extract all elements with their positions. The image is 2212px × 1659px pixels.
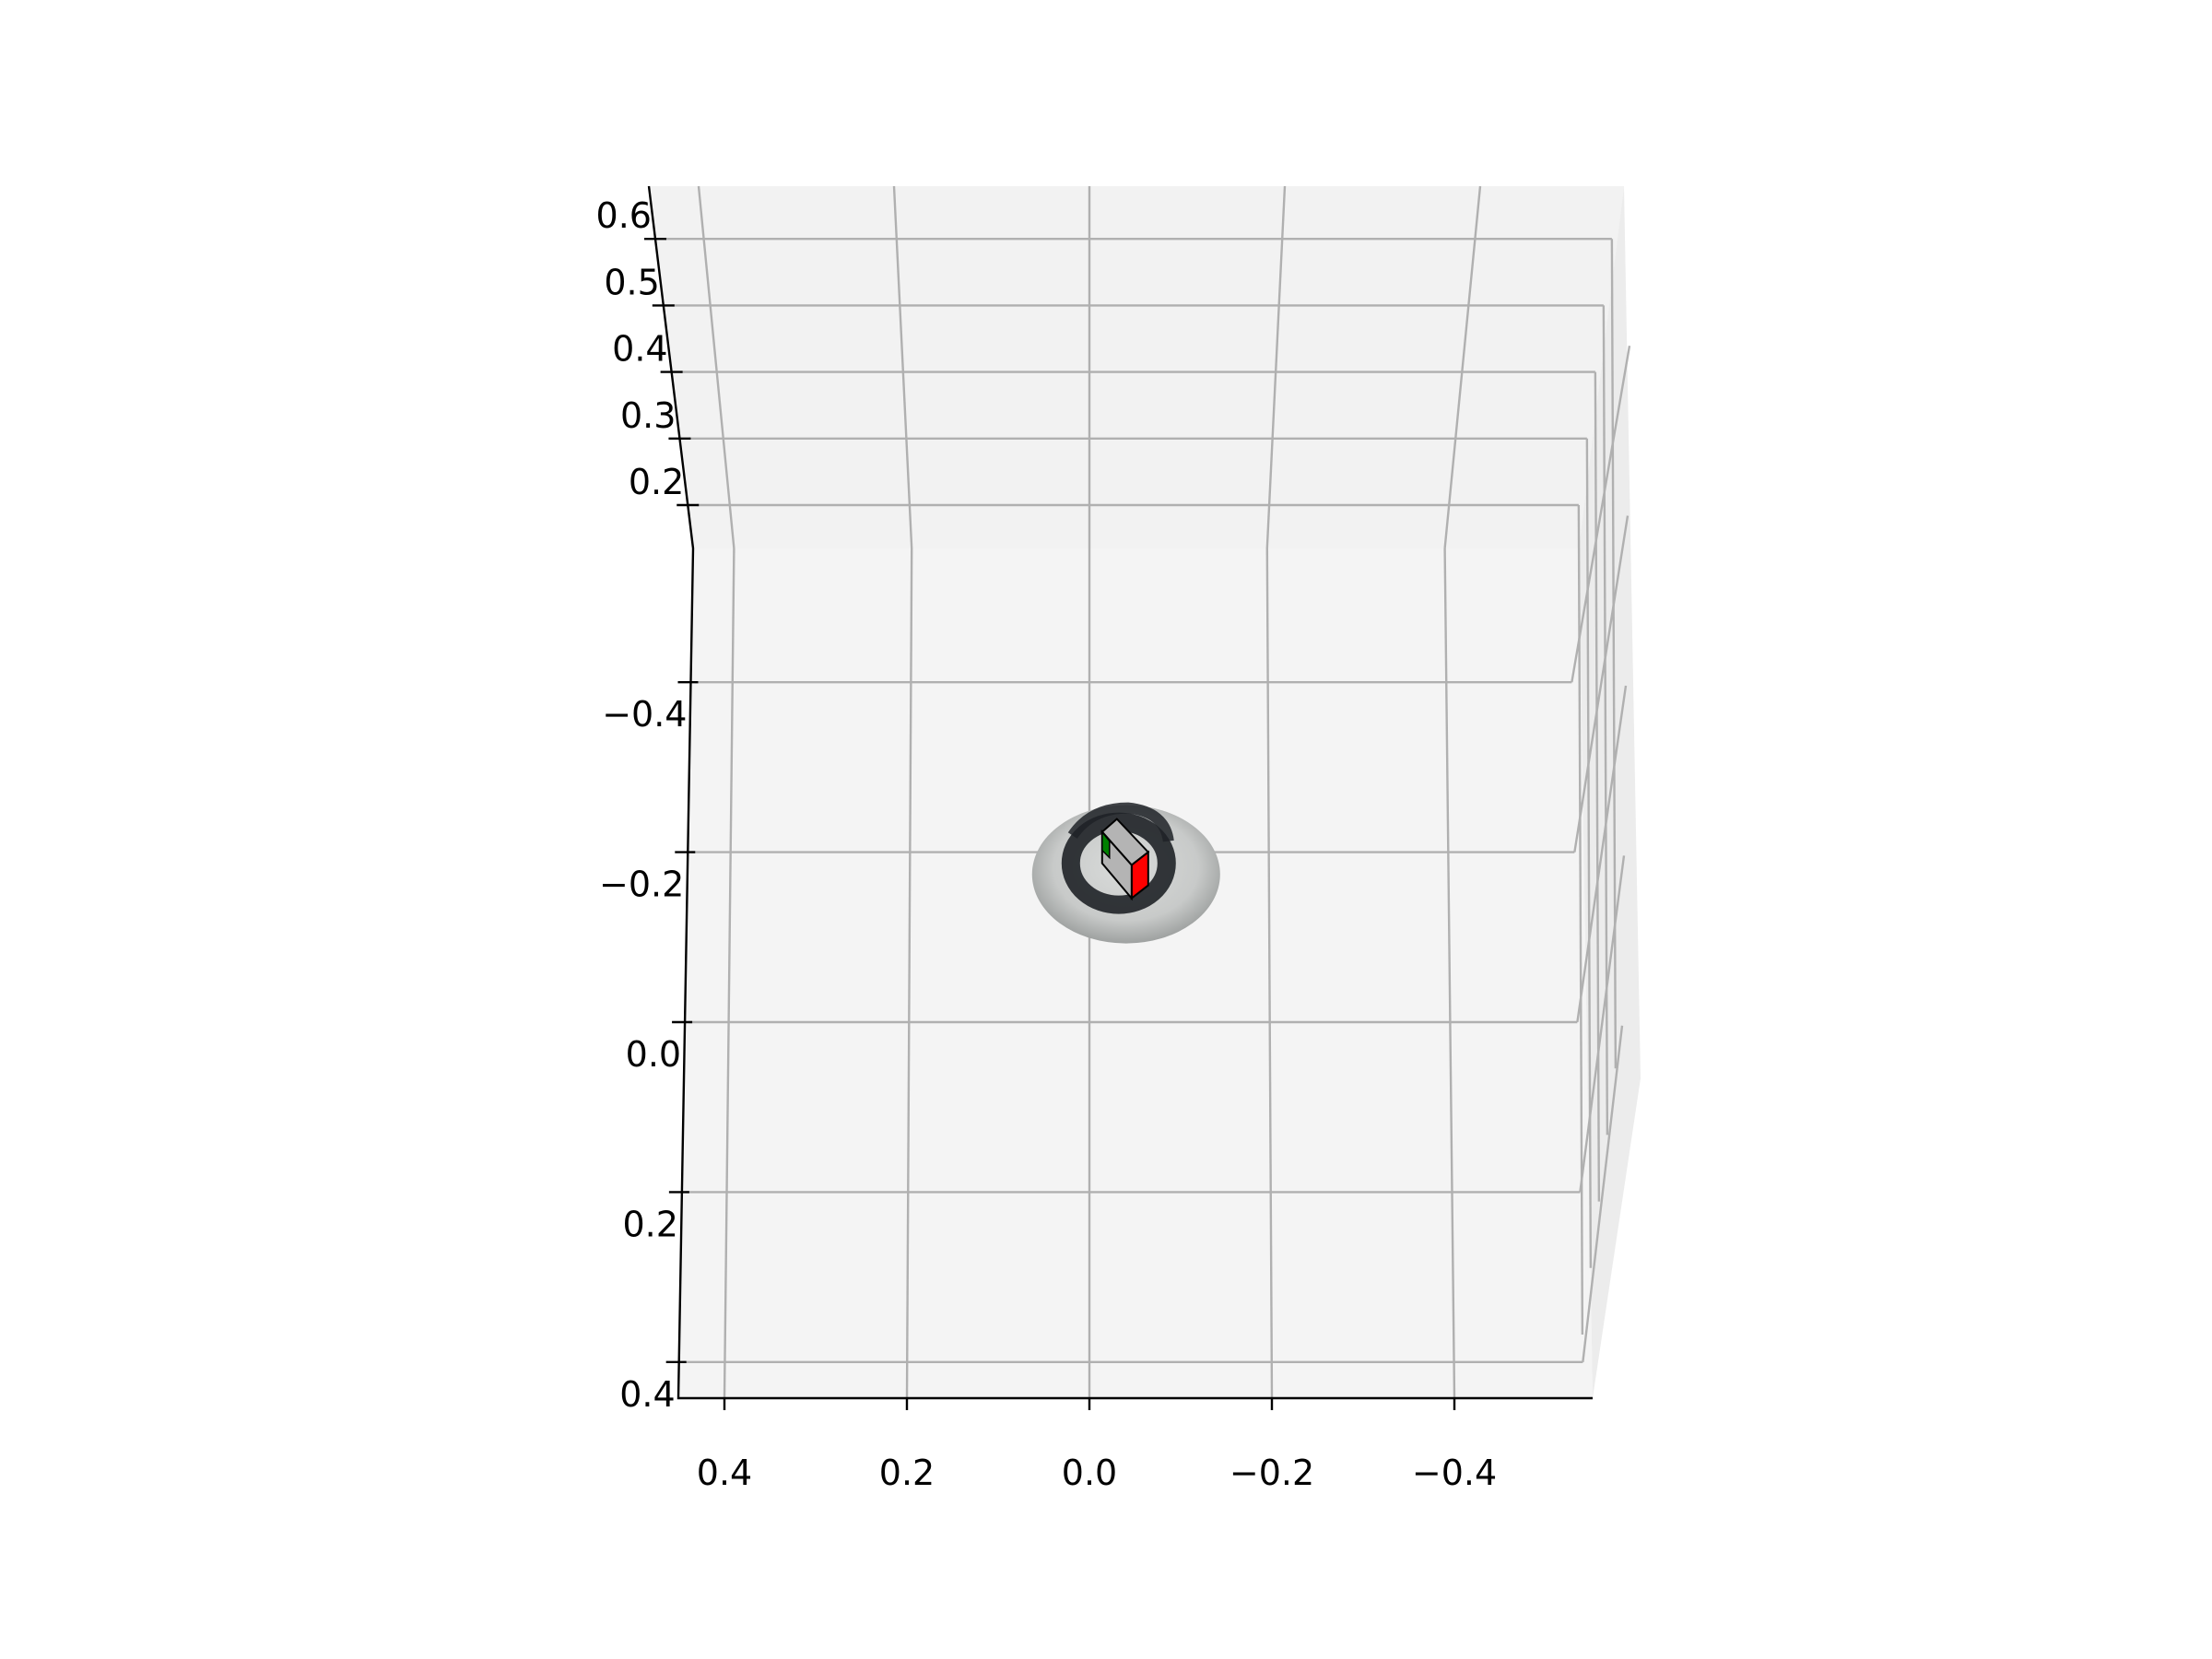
grid-lines: [664, 185, 1631, 1399]
grid-y-side-3: [1579, 855, 1626, 1193]
trajectory-tail: [1067, 802, 1174, 842]
y-tick-label-0: −0.4: [602, 694, 687, 735]
back-pane: [649, 186, 1624, 548]
x-tick-label-4: −0.4: [1412, 1453, 1497, 1493]
tick-marks: [643, 238, 1456, 1410]
grid-y-side-4: [1582, 1025, 1624, 1362]
z-tick-label-4: 0.6: [596, 195, 652, 236]
grid-z-side-4: [1610, 239, 1618, 1069]
x-tick-label-2: 0.0: [1062, 1453, 1117, 1493]
grid-x-floor-3: [1265, 547, 1274, 1399]
scene-objects: [1031, 802, 1220, 944]
camera-box-green-face: [1101, 830, 1111, 860]
grid-y-side-1: [1573, 515, 1630, 853]
z-tick-label-0: 0.2: [629, 462, 684, 502]
grid-x-back-0: [697, 185, 735, 549]
y-tick-label-1: −0.2: [599, 865, 684, 905]
grid-z-side-3: [1602, 305, 1609, 1135]
grid-y-side-2: [1576, 685, 1628, 1023]
grid-y-side-0: [1571, 345, 1631, 683]
grid-z-side-1: [1585, 438, 1593, 1268]
grid-x-floor-4: [1443, 547, 1456, 1399]
grid-x-floor-1: [905, 547, 913, 1399]
axis-lines: [647, 185, 1593, 1400]
axis-frame: [647, 185, 1593, 1400]
x-tick-label-1: 0.2: [879, 1453, 935, 1493]
y-tick-label-3: 0.2: [622, 1204, 677, 1244]
grid-z-side-0: [1577, 504, 1584, 1335]
y-tick-label-2: 0.0: [626, 1034, 681, 1075]
z-tick-label-1: 0.3: [620, 395, 676, 436]
grid-x-back-4: [1443, 185, 1482, 549]
grid-x-floor-0: [723, 547, 735, 1399]
z-tick-label-2: 0.4: [612, 329, 667, 370]
y-tick-label-4: 0.4: [619, 1374, 675, 1415]
grid-x-back-3: [1265, 185, 1287, 549]
grid-z-side-2: [1594, 371, 1601, 1202]
grid-x-back-1: [892, 185, 913, 549]
floor-pane: [678, 548, 1593, 1398]
x-tick-label-3: −0.2: [1230, 1453, 1314, 1493]
tick-labels: 0.4 0.2 0.0 −0.2 −0.4 −0.4 −0.2 0.0 0.2 0.4 0.2 0.3…: [596, 195, 1498, 1493]
x-tick-label-0: 0.4: [697, 1453, 752, 1493]
z-tick-label-3: 0.5: [604, 262, 659, 302]
